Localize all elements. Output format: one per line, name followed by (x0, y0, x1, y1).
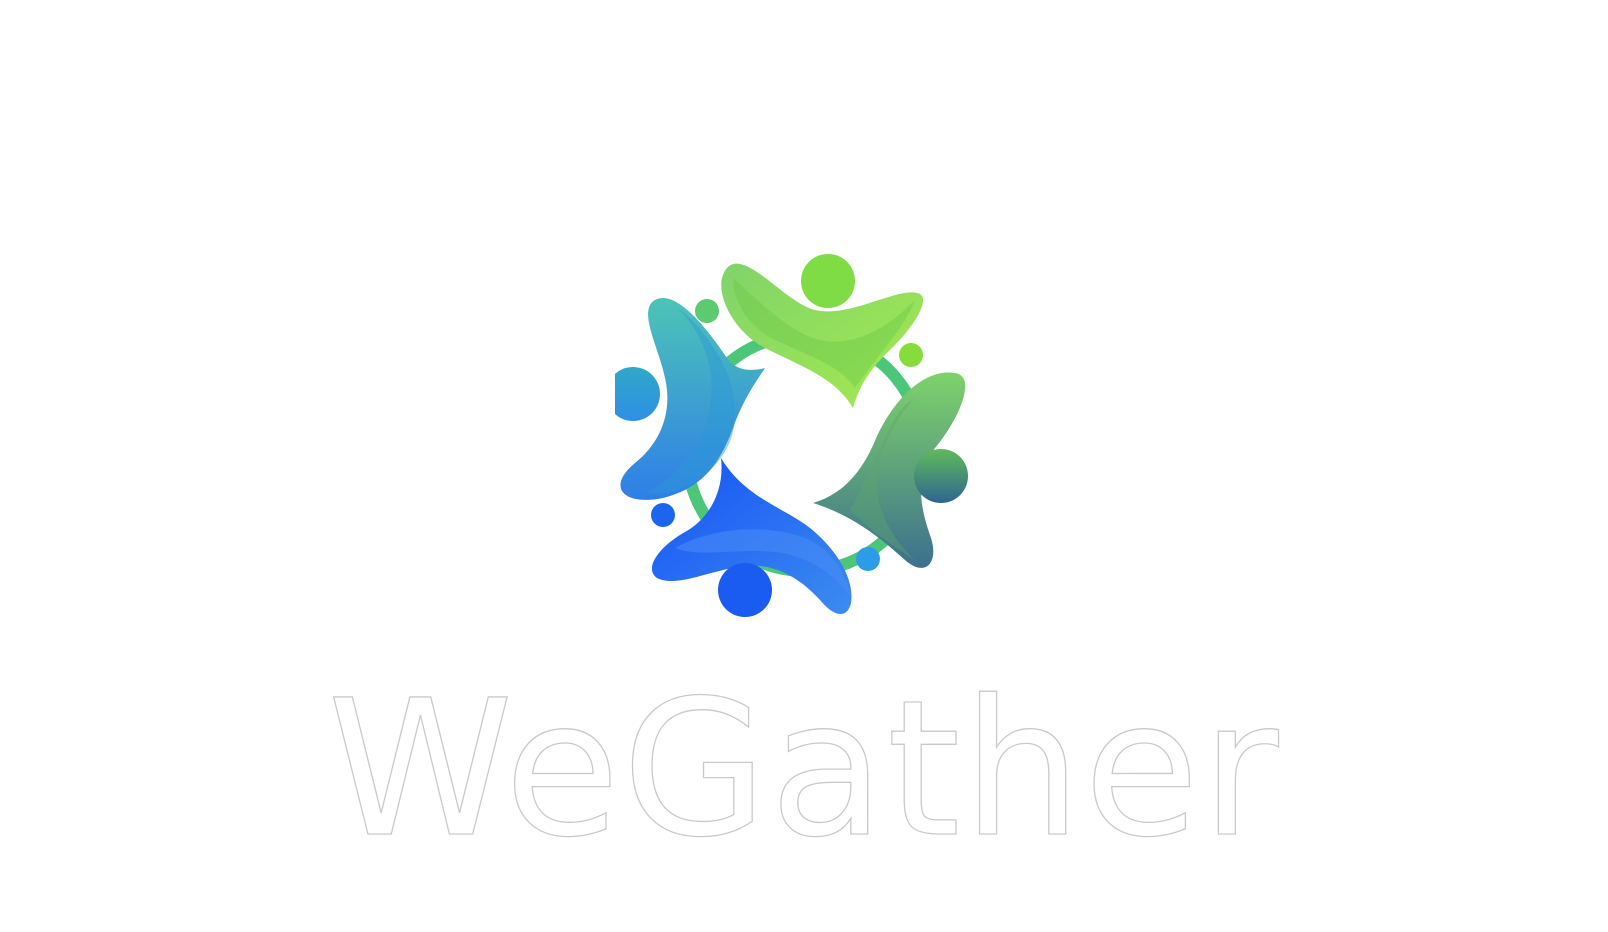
logo-head-left (615, 367, 660, 421)
logo-dot (695, 299, 719, 323)
logo-figure-left (615, 298, 765, 500)
logo-head-right (914, 449, 968, 503)
logo-head-top (801, 254, 855, 308)
logo-dot (899, 343, 923, 367)
logo-figure-bottom (651, 458, 852, 617)
logo-figure-top (721, 254, 924, 408)
logo-dot (651, 503, 675, 527)
logo-figure-right (813, 372, 968, 568)
logo-dot (856, 547, 880, 571)
logo-head-bottom (718, 563, 772, 617)
community-logo-icon (615, 254, 968, 617)
app-name-wordmark: WeGather (327, 660, 1281, 879)
